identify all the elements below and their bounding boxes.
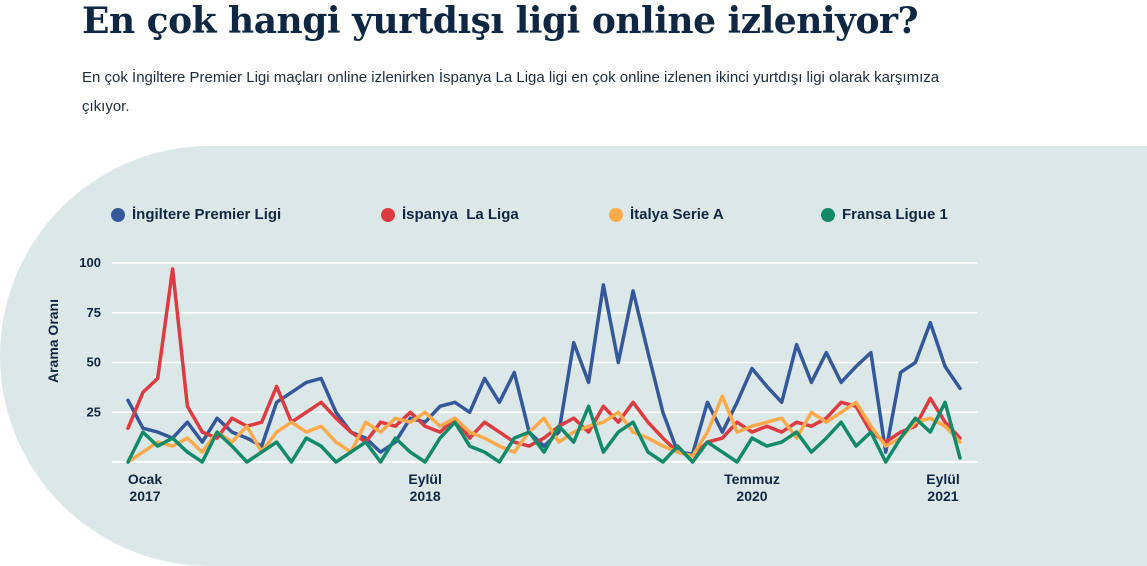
legend-label: İspanya La Liga <box>402 206 519 223</box>
legend-label: Fransa Ligue 1 <box>842 206 948 223</box>
page-subtitle: En çok İngiltere Premier Ligi maçları on… <box>82 69 940 115</box>
legend-label: İtalya Serie A <box>630 206 724 223</box>
legend-dot-icon <box>609 207 623 222</box>
x-tick-label: Ocak 2017 <box>95 471 195 505</box>
series-line-2 <box>126 394 962 464</box>
legend-item-premier-league[interactable]: İngiltere Premier Ligi <box>111 206 281 223</box>
x-tick-label: Temmuz 2020 <box>702 471 802 505</box>
x-tick-year: 2021 <box>927 488 959 504</box>
chart-legend: İngiltere Premier Ligi İspanya La Liga İ… <box>0 206 1147 226</box>
x-tick-label: Eylül 2021 <box>893 471 993 505</box>
x-tick-month: Eylül <box>408 471 442 487</box>
series-line-0 <box>126 283 962 456</box>
page-title: En çok hangi yurtdışı ligi online izleni… <box>82 0 919 42</box>
x-tick-month: Temmuz <box>724 471 780 487</box>
y-tick-label: 50 <box>87 355 101 370</box>
x-tick-year: 2020 <box>736 488 768 504</box>
x-tick-year: 2017 <box>129 488 161 504</box>
y-tick-label: 100 <box>79 255 101 270</box>
legend-label: İngiltere Premier Ligi <box>132 206 282 223</box>
legend-item-ligue-1[interactable]: Fransa Ligue 1 <box>821 206 948 223</box>
legend-dot-icon <box>821 207 835 222</box>
x-tick-month: Eylül <box>926 471 960 487</box>
chart-panel <box>0 146 1147 566</box>
legend-item-serie-a[interactable]: İtalya Serie A <box>609 206 724 223</box>
x-tick-label: Eylül 2018 <box>375 471 475 505</box>
x-tick-month: Ocak <box>127 471 163 487</box>
series-line-3 <box>126 400 962 464</box>
legend-dot-icon <box>381 207 395 222</box>
legend-dot-icon <box>111 207 125 222</box>
y-tick-label: 25 <box>87 404 101 419</box>
legend-item-la-liga[interactable]: İspanya La Liga <box>381 206 519 223</box>
y-tick-label: 75 <box>87 305 101 320</box>
line-chart: 25 50 75 100 <box>79 255 978 464</box>
x-tick-year: 2018 <box>409 488 441 504</box>
